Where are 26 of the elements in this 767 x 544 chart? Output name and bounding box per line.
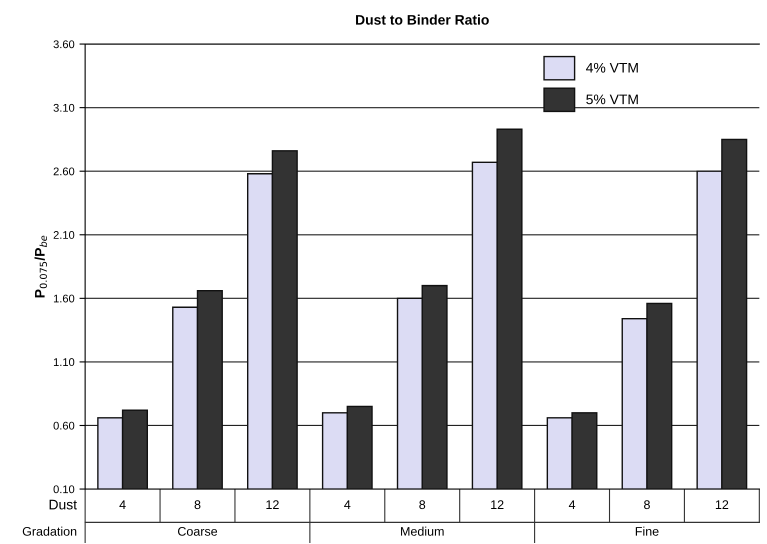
x-tick-label: 8: [419, 500, 426, 510]
y-tick-label: 2.60: [54, 167, 74, 176]
x-tick-label: 8: [194, 500, 200, 510]
y-tick-label: 0.60: [54, 422, 74, 430]
x-tick-label: 4: [568, 500, 576, 509]
text: Medium: [401, 526, 444, 536]
x-tick-label: 12: [716, 500, 728, 509]
legend-label: 5% VTM: [586, 94, 638, 104]
y-tick-label: 3.60: [54, 40, 74, 48]
text: Dust: [50, 500, 77, 510]
y-axis-title: P$_{0.075}$/P$_{be}$: [34, 236, 48, 298]
x-tick-label: 8: [644, 500, 650, 510]
x-tick-label: 12: [266, 500, 279, 509]
legend-label: 4% VTM: [586, 62, 638, 73]
text: Fine: [636, 526, 659, 536]
y-tick-label: 0.10: [54, 485, 74, 494]
y-tick-label: 1.10: [54, 358, 74, 366]
y-tick-label: 1.60: [54, 294, 74, 302]
x-tick-label: 12: [491, 500, 504, 509]
x-tick-label: 4: [344, 500, 350, 509]
x-tick-label: 4: [119, 500, 126, 509]
text: Coarse: [178, 526, 218, 536]
y-tick-label: 3.10: [54, 104, 74, 112]
chart-title: Dust to Binder Ratio: [356, 14, 489, 25]
y-tick-label: 2.10: [54, 231, 74, 239]
text: Gradation: [22, 526, 76, 536]
